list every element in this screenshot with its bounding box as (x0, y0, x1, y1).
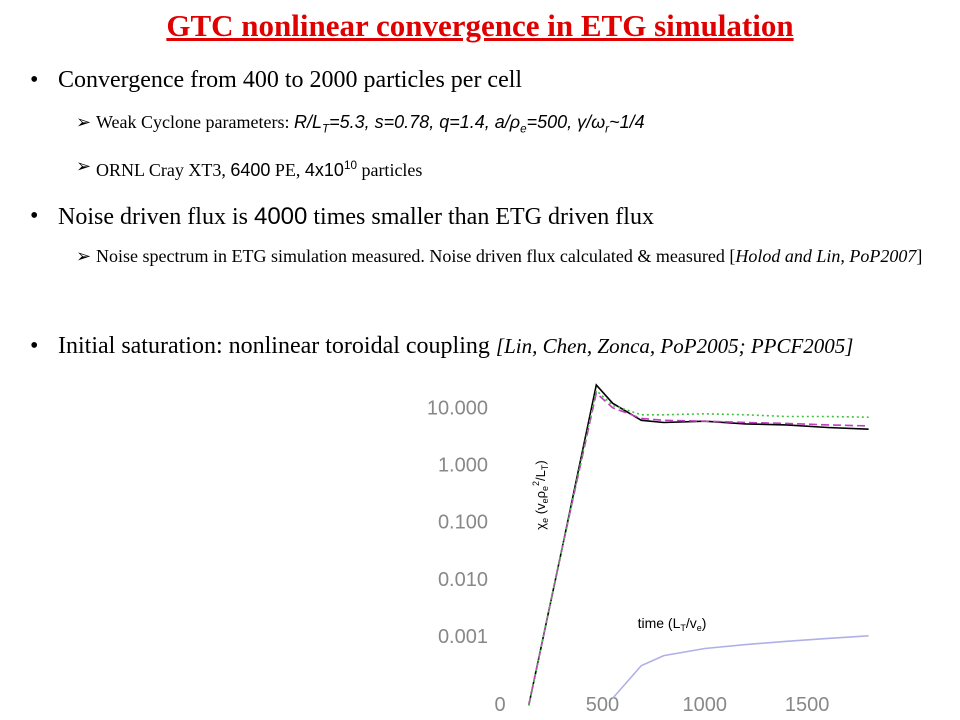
text: Holod and Lin, PoP2007 (735, 246, 917, 266)
text: Noise driven flux is (58, 204, 254, 230)
text: /L (533, 470, 548, 481)
text: χ (533, 523, 548, 530)
x-tick-label: 1000 (683, 694, 728, 716)
series-line (527, 388, 869, 706)
text: 2 (531, 481, 541, 486)
text: Noise spectrum in ETG simulation measure… (96, 246, 736, 266)
text: r (605, 122, 610, 136)
text: e (540, 518, 550, 523)
text: e (540, 486, 550, 491)
bullet: • Convergence from 400 to 2000 particles … (30, 67, 523, 93)
text: /v (686, 615, 697, 631)
text: (v (533, 503, 548, 518)
bullet: • Initial saturation: nonlinear toroidal … (30, 333, 854, 359)
text: ] (916, 246, 923, 266)
series-line (527, 391, 869, 706)
x-tick-label: 0 (494, 694, 505, 716)
text: ) (533, 460, 548, 464)
text: ρ (533, 491, 548, 498)
y-axis-label: χe (veρe2/LT) (531, 460, 550, 529)
text: T (680, 623, 686, 633)
x-tick-label: 500 (586, 694, 619, 716)
sub-bullet: ➢ ORNL Cray XT3, 6400 PE, 4x1010 particle… (76, 156, 423, 180)
chart: χe (veρe2/LT) time (LT/ve) 0.0010.0100.1… (427, 383, 869, 716)
text: =500, γ/ω (526, 112, 606, 132)
text: [Lin, Chen, Zonca, PoP2005; PPCF2005] (495, 334, 854, 358)
text: ORNL Cray XT3, (96, 160, 231, 180)
text: times smaller than ETG driven flux (307, 204, 654, 230)
slide-title: GTC nonlinear convergence in ETG simulat… (166, 8, 794, 43)
text: Initial saturation: nonlinear toroidal c… (58, 333, 496, 359)
bullet: • Noise driven flux is 4000 times smaller… (30, 203, 654, 230)
y-tick-label: 1.000 (438, 455, 488, 477)
y-tick-label: 0.010 (438, 569, 488, 591)
sub-bullet: ➢ Weak Cyclone parameters: R/LT=5.3, s=0.… (76, 112, 645, 136)
text: T (321, 122, 330, 136)
text: =5.3, s=0.78, q=1.4, a/ρ (329, 112, 521, 132)
y-tick-label: 0.100 (438, 512, 488, 534)
text: 4000 (253, 203, 308, 230)
text: e (697, 623, 702, 633)
series-line (611, 635, 869, 699)
sub-bullet: ➢ Noise spectrum in ETG simulation measur… (76, 246, 923, 266)
x-tick-label: 1500 (785, 694, 830, 716)
text: Weak Cyclone parameters: (96, 112, 294, 132)
y-tick-label: 10.000 (427, 398, 488, 420)
text: ) (702, 615, 707, 631)
series-line (527, 383, 869, 706)
text: 4x10 (304, 160, 344, 180)
x-axis-label: time (LT/ve) (638, 615, 707, 633)
text: ~1/4 (609, 112, 645, 132)
text: e (520, 122, 527, 136)
y-tick-label: 0.001 (438, 626, 488, 648)
text: R/L (293, 112, 322, 132)
text: e (540, 498, 550, 503)
text: 6400 (230, 160, 271, 180)
text: time (L (638, 615, 681, 631)
text: 10 (343, 159, 357, 172)
text: Convergence from 400 to 2000 particles p… (58, 67, 523, 93)
text: particles (356, 160, 423, 180)
text: PE, (270, 160, 305, 180)
text: T (540, 464, 550, 470)
